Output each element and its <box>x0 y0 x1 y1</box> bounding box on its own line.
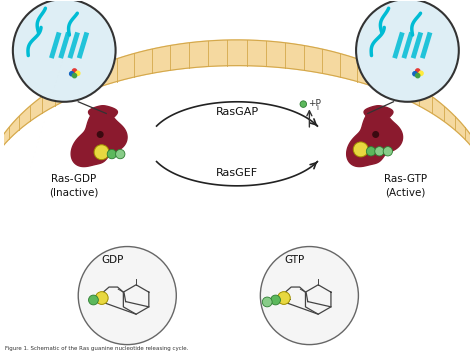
Circle shape <box>95 292 108 304</box>
Circle shape <box>383 146 392 156</box>
Circle shape <box>107 149 117 159</box>
Circle shape <box>97 132 103 137</box>
Circle shape <box>356 0 459 102</box>
Polygon shape <box>89 106 118 117</box>
Text: GDP: GDP <box>101 255 124 265</box>
Polygon shape <box>71 108 127 167</box>
Circle shape <box>73 69 77 73</box>
Circle shape <box>419 71 423 76</box>
Text: Ras-GDP
(Inactive): Ras-GDP (Inactive) <box>49 174 98 197</box>
Polygon shape <box>364 106 393 117</box>
Circle shape <box>416 69 420 73</box>
Circle shape <box>260 246 358 345</box>
Text: RasGAP: RasGAP <box>216 107 258 117</box>
Circle shape <box>78 246 176 345</box>
Polygon shape <box>346 108 402 167</box>
Circle shape <box>375 146 384 156</box>
Polygon shape <box>0 40 474 160</box>
Circle shape <box>13 0 116 102</box>
Circle shape <box>89 295 98 305</box>
Text: GTP: GTP <box>284 255 305 265</box>
Circle shape <box>366 146 376 156</box>
Circle shape <box>373 132 379 137</box>
Text: RasGEF: RasGEF <box>216 168 258 178</box>
Circle shape <box>271 295 281 305</box>
Circle shape <box>70 72 74 76</box>
Circle shape <box>94 145 109 160</box>
Circle shape <box>353 142 368 157</box>
Circle shape <box>116 149 125 159</box>
Circle shape <box>73 73 77 78</box>
Text: i: i <box>316 104 318 110</box>
Circle shape <box>262 297 272 307</box>
Text: Ras-GTP
(Active): Ras-GTP (Active) <box>383 174 427 197</box>
Text: +P: +P <box>309 99 321 108</box>
Circle shape <box>76 71 80 76</box>
Circle shape <box>300 101 307 107</box>
Circle shape <box>277 292 290 304</box>
Circle shape <box>416 73 420 78</box>
Circle shape <box>413 72 417 76</box>
Text: Figure 1. Schematic of the Ras guanine nucleotide releasing cycle.: Figure 1. Schematic of the Ras guanine n… <box>5 346 188 351</box>
